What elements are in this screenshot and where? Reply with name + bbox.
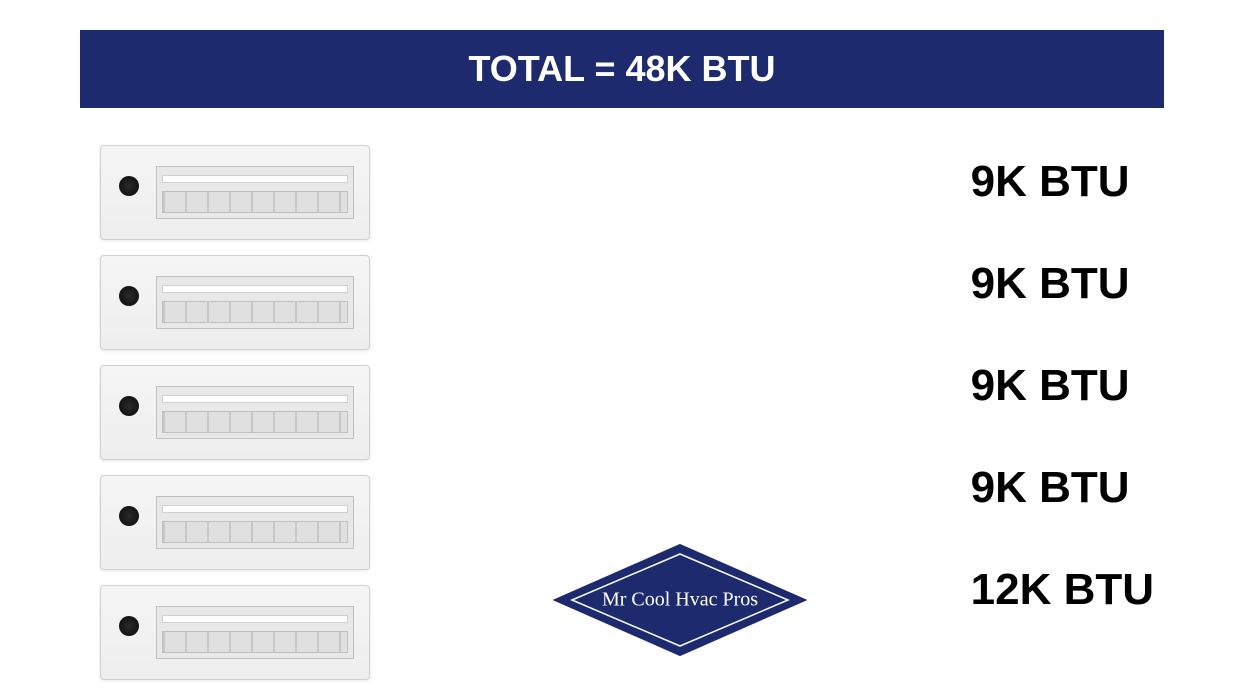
ac-vent-icon <box>156 276 354 329</box>
btu-value: 9K BTU <box>971 262 1154 306</box>
ac-sensor-icon <box>119 506 139 526</box>
ac-unit-icon <box>100 365 370 460</box>
ac-unit-icon <box>100 255 370 350</box>
ac-sensor-icon <box>119 176 139 196</box>
logo-badge: Mr Cool Hvac Pros <box>545 540 815 660</box>
ac-vent-icon <box>156 166 354 219</box>
ac-sensor-icon <box>119 286 139 306</box>
btu-value: 9K BTU <box>971 364 1154 408</box>
ac-sensor-icon <box>119 396 139 416</box>
logo-text: Mr Cool Hvac Pros <box>602 589 758 612</box>
ac-unit-icon <box>100 475 370 570</box>
btu-values-column: 9K BTU 9K BTU 9K BTU 9K BTU 12K BTU <box>971 160 1154 670</box>
ac-unit-icon <box>100 145 370 240</box>
header-title: TOTAL = 48K BTU <box>468 48 775 89</box>
ac-units-column <box>100 145 370 695</box>
ac-unit-icon <box>100 585 370 680</box>
header-banner: TOTAL = 48K BTU <box>80 30 1164 108</box>
ac-sensor-icon <box>119 616 139 636</box>
btu-value: 9K BTU <box>971 160 1154 204</box>
btu-value: 12K BTU <box>971 568 1154 612</box>
btu-value: 9K BTU <box>971 466 1154 510</box>
ac-vent-icon <box>156 386 354 439</box>
ac-vent-icon <box>156 606 354 659</box>
ac-vent-icon <box>156 496 354 549</box>
